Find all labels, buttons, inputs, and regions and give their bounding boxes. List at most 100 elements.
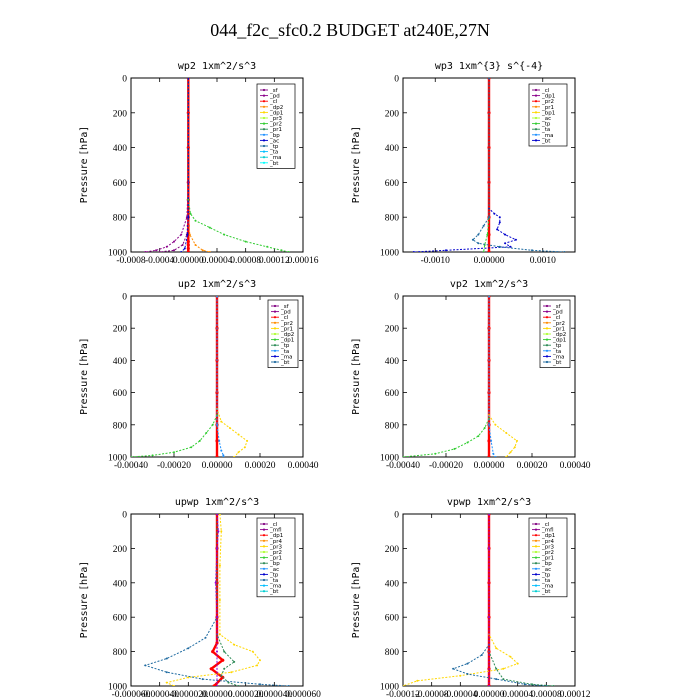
legend-entry: _bt [269, 161, 279, 167]
legend-entry: _dp2 [280, 332, 294, 338]
data-point [214, 581, 217, 584]
y-tick-label: 800 [113, 214, 128, 224]
data-point [131, 456, 132, 457]
data-point [516, 439, 518, 442]
data-point [496, 228, 499, 231]
legend: _sf_pd_cl_dp2_dp1_pr3_pr2_pr1_bp_ac_tp_t… [256, 83, 296, 169]
data-point [516, 662, 519, 665]
data-point [487, 233, 491, 237]
legend-entry: _pr4 [541, 539, 555, 545]
data-point [205, 431, 208, 434]
series-line-pr2 [216, 296, 248, 457]
y-tick-label: 1000 [108, 683, 127, 693]
legend-marker [545, 327, 549, 330]
x-tick-label: 0.00040 [288, 461, 319, 471]
data-point [216, 423, 218, 426]
data-point [186, 233, 189, 236]
data-point [165, 671, 168, 674]
data-point [194, 244, 197, 246]
data-point [186, 243, 190, 247]
y-tick-label: 400 [385, 579, 400, 589]
data-point [287, 685, 290, 686]
data-point [251, 650, 254, 653]
data-point [487, 581, 491, 585]
x-tick-label: 0.00000 [173, 256, 204, 266]
x-tick-label: -0.00040 [114, 461, 148, 471]
data-point [216, 296, 218, 297]
data-point [494, 423, 497, 426]
x-tick-label: -0.000040 [140, 690, 179, 700]
x-tick-label: 0.00016 [288, 256, 319, 266]
legend-entry: _pr1 [280, 326, 293, 332]
data-point [233, 456, 236, 457]
data-point [531, 249, 533, 252]
legend-entry: _dp2 [552, 332, 566, 338]
legend-marker [534, 590, 538, 593]
legend-entry: _bt [541, 138, 551, 144]
legend-marker [545, 316, 549, 319]
legend-entry: _ma [280, 354, 292, 360]
data-point [488, 685, 490, 686]
legend-entry: _bp [269, 561, 280, 567]
y-tick-label: 1000 [380, 454, 399, 464]
legend-marker [262, 161, 266, 164]
data-point [483, 427, 486, 429]
x-tick-label: 0.000040 [257, 690, 293, 700]
legend-marker [262, 111, 266, 114]
x-tick-label: -0.0008 [116, 256, 146, 266]
legend-entry: _pr1 [541, 105, 554, 111]
series-line-dp1 [131, 296, 218, 457]
data-point [259, 683, 261, 686]
data-point [233, 643, 236, 646]
x-tick-label: 0.00020 [517, 461, 548, 471]
y-tick-label: 400 [113, 357, 128, 367]
legend-entry: _pr2 [541, 99, 554, 105]
y-tick-label: 800 [385, 421, 400, 431]
data-point [487, 146, 491, 150]
data-point [151, 454, 154, 457]
legend-marker [273, 355, 277, 358]
legend-marker [534, 122, 538, 125]
legend-marker [273, 332, 277, 336]
data-point [227, 681, 230, 684]
y-axis-label: Pressure [hPa] [79, 338, 90, 415]
data-point [487, 439, 491, 443]
data-point [173, 240, 175, 243]
data-point [188, 233, 191, 236]
data-point [155, 249, 158, 252]
legend-entry: _ma [541, 584, 553, 590]
legend-marker [534, 550, 538, 554]
legend-entry: _ta [269, 150, 278, 156]
data-point [204, 636, 207, 639]
data-point [237, 451, 240, 454]
x-tick-label: 0.000060 [285, 690, 321, 700]
data-point [186, 146, 190, 150]
chart-panel-4: upwp 1xm^2/s^3 Pressure [hPa] 0 200 400 600 80… [79, 497, 321, 700]
legend-marker [262, 88, 266, 92]
data-point [505, 456, 508, 457]
legend-marker [534, 539, 538, 542]
series-group [144, 78, 290, 252]
y-tick-label: 200 [113, 325, 128, 335]
data-point [173, 451, 175, 454]
data-point [222, 456, 225, 457]
y-tick-label: 600 [113, 389, 128, 399]
legend-marker [262, 100, 266, 103]
data-point [552, 685, 555, 686]
legend-entry: _ac [541, 567, 551, 573]
data-point [183, 247, 186, 250]
x-tick-label: 0.00040 [560, 461, 591, 471]
x-tick-label: 0.00004 [502, 690, 533, 700]
data-point [221, 658, 225, 662]
x-tick-label: -0.000020 [169, 690, 208, 700]
series-line-dp1 [403, 296, 490, 457]
legend-entry: _cl [269, 522, 278, 528]
legend-marker [262, 522, 266, 526]
data-point [246, 439, 249, 442]
legend-entry: _sf [269, 88, 279, 94]
x-tick-label: 0.00000 [202, 690, 233, 700]
legend-entry: _ta [269, 578, 278, 584]
data-point [488, 547, 490, 550]
data-point [237, 685, 240, 686]
y-tick-label: 400 [385, 144, 400, 154]
